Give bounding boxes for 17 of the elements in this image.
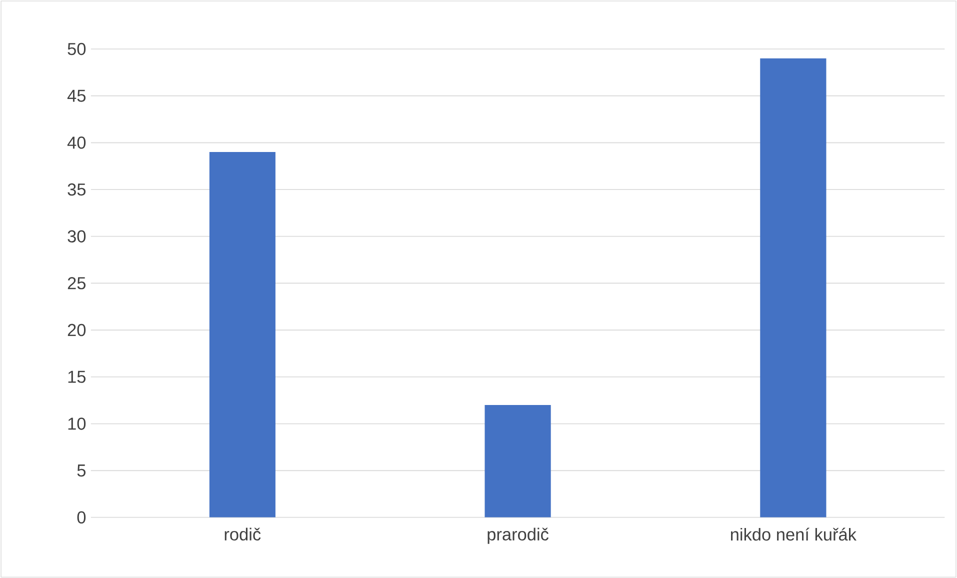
y-tick-label: 45 xyxy=(67,90,86,102)
y-tick-label: 10 xyxy=(68,418,86,430)
x-tick-label: prarodič xyxy=(488,528,549,544)
y-tick-label: 50 xyxy=(68,42,86,56)
y-tick-label: 40 xyxy=(67,136,86,149)
y-tick-label: 35 xyxy=(68,183,86,196)
bar xyxy=(484,404,551,518)
y-tick-label: 20 xyxy=(68,324,86,336)
y-tick-label: 25 xyxy=(68,277,86,290)
y-tick-label: 15 xyxy=(68,370,86,383)
bar xyxy=(209,152,276,518)
x-tick-label: nikdo není kuřák xyxy=(731,528,857,541)
bar xyxy=(760,58,826,518)
x-tick-label: rodič xyxy=(224,528,261,540)
y-tick-label: 30 xyxy=(68,230,86,242)
y-tick-label: 5 xyxy=(77,464,86,477)
y-tick-label: 0 xyxy=(77,511,86,524)
